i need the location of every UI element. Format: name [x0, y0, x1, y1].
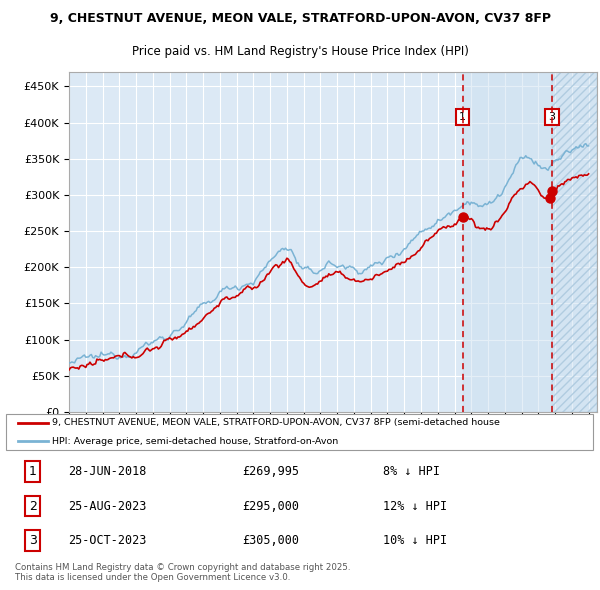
Text: 2: 2 — [29, 500, 37, 513]
Text: 10% ↓ HPI: 10% ↓ HPI — [383, 534, 447, 547]
Bar — [552, 72, 597, 412]
Text: HPI: Average price, semi-detached house, Stratford-on-Avon: HPI: Average price, semi-detached house,… — [52, 437, 338, 445]
Text: 1: 1 — [459, 112, 466, 122]
Text: 3: 3 — [548, 112, 556, 122]
Bar — [463, 72, 597, 412]
Text: 25-OCT-2023: 25-OCT-2023 — [68, 534, 146, 547]
Text: 9, CHESTNUT AVENUE, MEON VALE, STRATFORD-UPON-AVON, CV37 8FP (semi-detached hous: 9, CHESTNUT AVENUE, MEON VALE, STRATFORD… — [52, 418, 500, 427]
Text: 9, CHESTNUT AVENUE, MEON VALE, STRATFORD-UPON-AVON, CV37 8FP: 9, CHESTNUT AVENUE, MEON VALE, STRATFORD… — [49, 11, 551, 25]
Text: Price paid vs. HM Land Registry's House Price Index (HPI): Price paid vs. HM Land Registry's House … — [131, 45, 469, 58]
FancyBboxPatch shape — [6, 414, 593, 450]
Text: 28-JUN-2018: 28-JUN-2018 — [68, 465, 146, 478]
Text: £269,995: £269,995 — [242, 465, 299, 478]
Text: Contains HM Land Registry data © Crown copyright and database right 2025.
This d: Contains HM Land Registry data © Crown c… — [15, 563, 350, 582]
Text: £295,000: £295,000 — [242, 500, 299, 513]
Text: £305,000: £305,000 — [242, 534, 299, 547]
Text: 12% ↓ HPI: 12% ↓ HPI — [383, 500, 447, 513]
Text: 3: 3 — [29, 534, 37, 547]
Text: 8% ↓ HPI: 8% ↓ HPI — [383, 465, 440, 478]
Text: 25-AUG-2023: 25-AUG-2023 — [68, 500, 146, 513]
Text: 1: 1 — [29, 465, 37, 478]
